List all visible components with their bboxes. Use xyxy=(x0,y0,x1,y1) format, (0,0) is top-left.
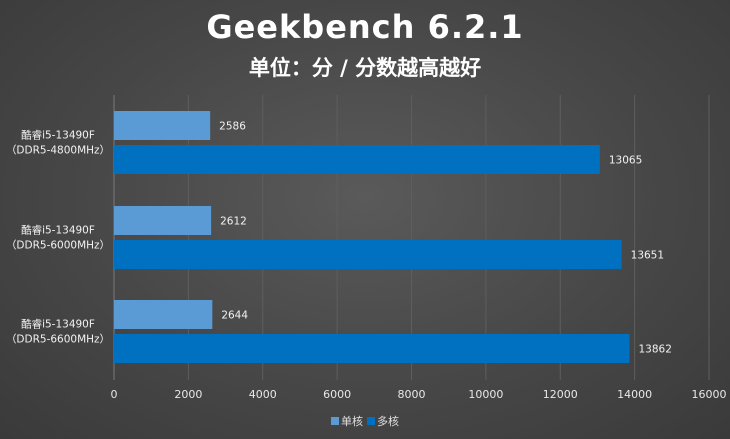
chart-subtitle: 单位：分 / 分数越高越好 xyxy=(248,56,482,80)
x-tick-label: 4000 xyxy=(249,388,277,401)
legend-label: 单核 xyxy=(341,415,363,428)
chart-title: Geekbench 6.2.1 xyxy=(206,8,524,46)
gridlines xyxy=(113,95,710,380)
x-tick-label: 2000 xyxy=(174,388,202,401)
category-label: 酷睿i5-13490F xyxy=(21,224,95,237)
bar-single-core xyxy=(114,111,211,140)
x-tick-label: 14000 xyxy=(617,388,652,401)
bar-single-core xyxy=(114,206,212,235)
bar-multi-core xyxy=(114,334,630,363)
bar-multi-core xyxy=(114,240,622,269)
x-tick-label: 8000 xyxy=(398,388,426,401)
legend-label: 多核 xyxy=(377,415,399,428)
x-tick-label: 10000 xyxy=(468,388,503,401)
labels: 0 2000 4000 6000 8000 10000 12000 14000 16000 酷睿i… xyxy=(6,121,727,402)
x-tick-label: 16000 xyxy=(692,388,727,401)
data-label: 13862 xyxy=(638,344,671,356)
x-tick-label: 6000 xyxy=(323,388,351,401)
category-label: （DDR5-4800MHz） xyxy=(6,145,110,157)
legend-swatch xyxy=(367,417,375,425)
data-label: 2644 xyxy=(221,310,248,322)
category-label: 酷睿i5-13490F xyxy=(21,129,95,142)
x-tick-label: 0 xyxy=(111,388,118,401)
bars xyxy=(114,111,630,363)
legend-item: 单核 xyxy=(331,413,363,429)
data-label: 13065 xyxy=(609,155,642,167)
data-label: 2612 xyxy=(220,216,247,228)
legend-swatch xyxy=(331,417,339,425)
legend-item: 多核 xyxy=(367,413,399,429)
category-label: （DDR5-6600MHz） xyxy=(6,334,110,346)
category-label: （DDR5-6000MHz） xyxy=(6,240,110,252)
category-label: 酷睿i5-13490F xyxy=(21,318,95,331)
legend: 单核 多核 xyxy=(0,413,730,429)
data-label: 2586 xyxy=(219,121,246,133)
data-label: 13651 xyxy=(631,250,664,262)
bar-single-core xyxy=(114,300,213,329)
x-tick-label: 12000 xyxy=(543,388,578,401)
bar-multi-core xyxy=(114,145,600,174)
